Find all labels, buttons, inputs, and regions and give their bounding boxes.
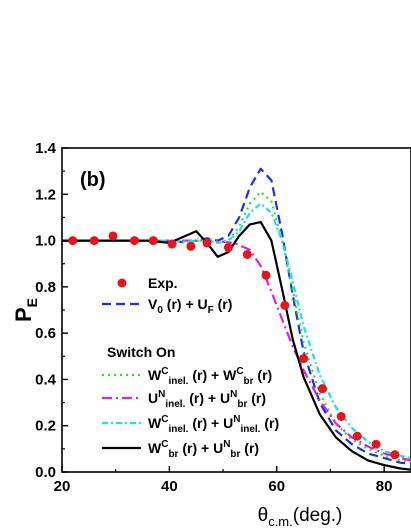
y-tick-label: 0.8 — [35, 279, 56, 296]
y-tick-label: 1.0 — [35, 233, 56, 250]
legend-marker-exp — [117, 278, 127, 288]
data-point-exp — [371, 439, 381, 449]
data-point-exp — [108, 231, 118, 241]
y-tick-label: 0.6 — [35, 325, 56, 342]
x-tick-label: 80 — [376, 478, 393, 495]
legend: Exp. V0 (r) + UF (r) WCinel. (r) + WCbr (r… — [102, 275, 279, 460]
data-point-exp — [242, 249, 252, 259]
y-tick-label: 1.2 — [35, 186, 56, 203]
y-tick-label: 1.4 — [35, 140, 57, 157]
data-point-exp — [352, 431, 362, 441]
series-line-wc_wc — [62, 190, 411, 463]
data-point-exp — [129, 236, 139, 246]
data-point-exp — [390, 450, 400, 460]
series-line-wc_un_br — [62, 221, 411, 471]
series-layer — [62, 167, 411, 471]
y-axis-label-main: P — [11, 307, 36, 322]
x-axis-label-main: θ — [258, 505, 269, 526]
legend-label-wc_wc: WCinel. (r) + WCbr (r) — [148, 366, 272, 387]
data-point-exp — [202, 238, 212, 248]
legend-label-wc_un: WCinel. (r) + UNinel. (r) — [148, 414, 279, 435]
y-tick-label: 0.4 — [35, 371, 57, 388]
data-point-exp — [186, 241, 196, 251]
x-axis-label-sub: c.m. — [268, 514, 293, 529]
data-point-exp — [68, 236, 78, 246]
y-tick-label: 0.2 — [35, 418, 56, 435]
x-tick-label: 40 — [161, 478, 178, 495]
x-tick-label: 20 — [54, 478, 71, 495]
legend-header: Switch On — [107, 344, 175, 360]
x-tick-label: 60 — [268, 478, 285, 495]
data-point-exp — [148, 236, 158, 246]
data-point-exp — [317, 384, 327, 394]
tick-layer: 20 40 60 80 0.0 0.2 0.4 0.6 0.8 1.0 1.2 1.4 — [35, 140, 392, 495]
x-axis-label: θc.m.(deg.) — [258, 505, 343, 529]
legend-label-wc_un_br: WCbr (r) + UNbr (r) — [148, 439, 259, 460]
legend-label-exp: Exp. — [148, 275, 178, 291]
data-point-exp — [336, 411, 346, 421]
x-axis-label-tail: (deg.) — [293, 505, 343, 526]
data-point-exp — [89, 236, 99, 246]
y-axis-label: PE — [11, 298, 40, 322]
data-point-exp — [223, 243, 233, 253]
data-point-exp — [167, 239, 177, 249]
legend-label-un_un: UNinel. (r) + UNbr (r) — [148, 389, 266, 410]
data-point-exp — [280, 300, 290, 310]
data-point-exp — [299, 354, 309, 364]
data-point-exp — [261, 270, 271, 280]
y-axis-label-sub: E — [24, 298, 40, 307]
y-tick-label: 0.0 — [35, 464, 56, 481]
panel-label: (b) — [80, 169, 106, 191]
legend-label-v0uf: V0 (r) + UF (r) — [148, 296, 232, 316]
